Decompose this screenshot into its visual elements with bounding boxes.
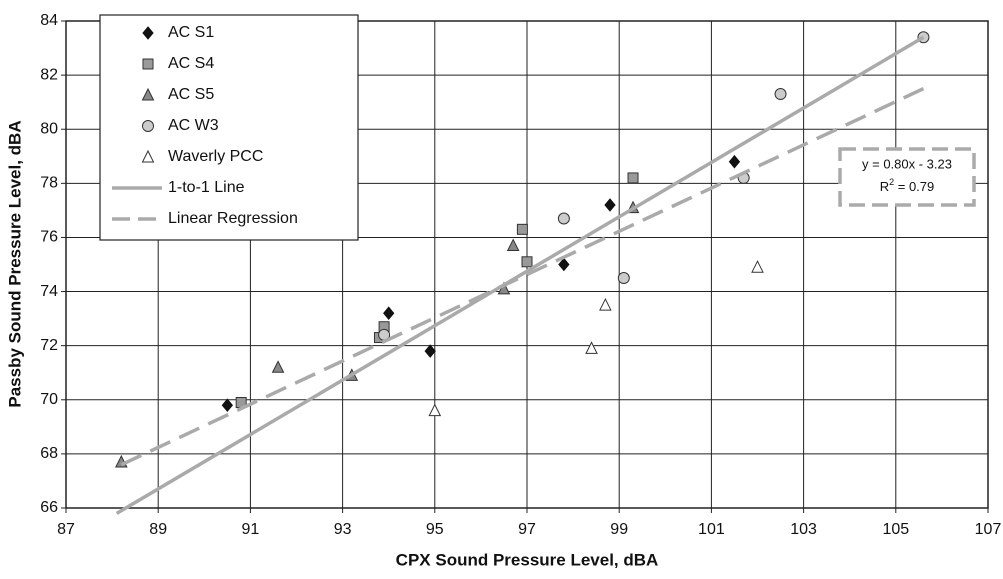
y-axis-label: Passby Sound Pressure Level, dBA — [5, 120, 24, 407]
legend: AC S1 AC S4 AC S5 AC W3 Waverly PCC 1-to-1 Li… — [99, 14, 359, 241]
legend-swatch — [142, 58, 154, 70]
legend-label: Linear Regression — [168, 210, 298, 227]
r2-base: R — [880, 179, 889, 194]
x-tick-label: 87 — [57, 521, 75, 538]
x-tick-label: 95 — [426, 521, 444, 538]
x-tick-label: 107 — [975, 521, 1002, 538]
line-series — [120, 87, 925, 467]
plot-border — [65, 20, 989, 509]
point — [585, 341, 598, 354]
point — [221, 398, 234, 412]
x-tick-label: 89 — [149, 521, 167, 538]
legend-label: 1-to-1 Line — [168, 179, 245, 196]
point — [604, 198, 616, 212]
point — [424, 344, 436, 358]
x-tick-label: 103 — [790, 521, 817, 538]
x-tick-label: 105 — [882, 521, 909, 538]
legend-swatch — [142, 120, 154, 132]
point — [428, 403, 442, 417]
y-tick-label: 78 — [40, 175, 58, 192]
y-tick-label: 70 — [40, 391, 58, 408]
legend-label: AC S5 — [168, 86, 214, 103]
point — [599, 297, 612, 311]
legend-label: Waverly PCC — [168, 148, 263, 165]
x-tick-label: 101 — [698, 521, 725, 538]
annotation-equation: y = 0.80x - 3.23 — [862, 156, 952, 171]
point — [516, 223, 528, 235]
r2-rest: = 0.79 — [894, 179, 934, 194]
legend-swatch — [141, 87, 155, 101]
point — [383, 306, 395, 320]
y-tick-label: 66 — [40, 499, 58, 516]
y-tick-label: 74 — [40, 283, 58, 300]
x-tick-label: 99 — [610, 521, 628, 538]
y-tick-label: 80 — [40, 120, 58, 137]
legend-swatch — [142, 26, 154, 40]
point — [627, 172, 639, 184]
line-series — [115, 35, 925, 515]
y-tick-label: 76 — [40, 229, 58, 246]
legend-label: AC W3 — [168, 117, 219, 134]
r2-sup: 2 — [889, 177, 894, 187]
point — [558, 257, 570, 272]
point — [271, 360, 285, 373]
y-tick-label: 82 — [40, 66, 58, 83]
annotation-box — [838, 147, 976, 207]
point — [728, 154, 741, 169]
x-axis-label: CPX Sound Pressure Level, dBA — [396, 550, 659, 569]
x-tick-label: 91 — [242, 521, 260, 538]
legend-label: AC S1 — [168, 24, 214, 41]
point — [557, 212, 570, 225]
point — [751, 260, 764, 273]
point — [521, 256, 533, 268]
legend-label: AC S4 — [168, 55, 214, 72]
y-tick-label: 72 — [40, 337, 58, 354]
point — [506, 238, 520, 252]
legend-box — [99, 14, 359, 241]
annotation: y = 0.80x - 3.23 R2 = 0.79 — [838, 147, 976, 207]
y-tick-label: 84 — [40, 12, 58, 29]
legend-swatch — [141, 149, 155, 163]
y-tick-label: 68 — [40, 445, 58, 462]
x-tick-label: 97 — [518, 521, 536, 538]
point — [774, 88, 787, 101]
annotation-r2: R2 = 0.79 — [880, 177, 935, 194]
point — [617, 272, 630, 285]
x-tick-label: 93 — [334, 521, 352, 538]
